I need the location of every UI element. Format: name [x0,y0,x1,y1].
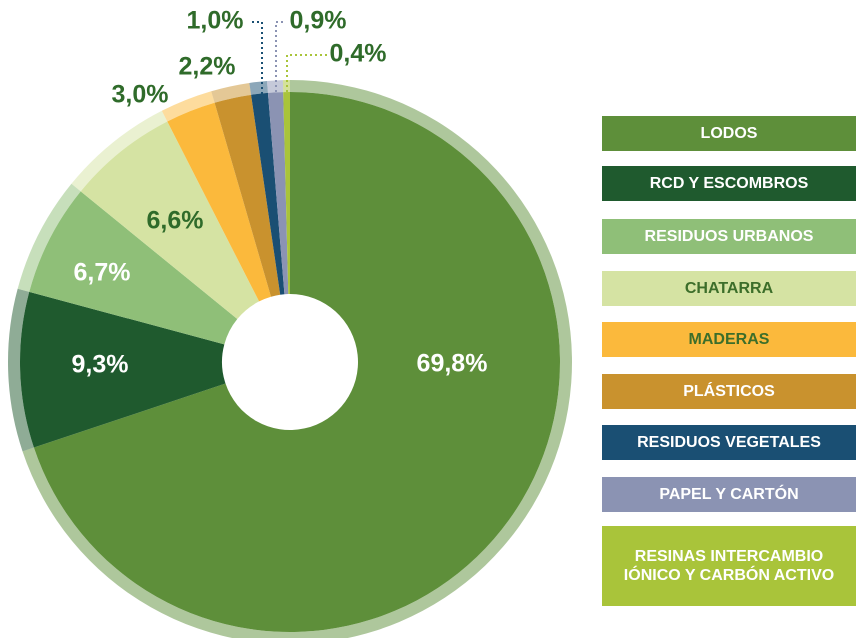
slice [29,191,238,345]
pie: 69,8% 9,3% 6,7% 6,6% 3,0% 2,2% 1,0% 0,9% 0,4% [7,7,572,638]
legend-entry: PAPEL Y CARTÓN [602,477,856,512]
slice [214,94,281,297]
slice-halo [249,80,268,95]
legend-entry: PLÁSTICOS [602,374,856,409]
data-label: 6,6% [147,207,204,235]
slice [167,102,272,302]
slice [251,92,285,295]
legend-entry: RESIDUOS URBANOS [602,219,856,254]
legend-entry: RESIDUOS VEGETALES [602,425,856,460]
slice-halo [17,183,81,292]
slice [267,92,289,295]
legend-entry: RESINAS INTERCAMBIO IÓNICO Y CARBÓN ACTI… [602,526,856,606]
data-label: 69,8% [417,350,488,378]
slice-halo [211,82,252,103]
legend-entry: CHATARRA [602,271,856,306]
slice [80,121,260,320]
data-label: 0,9% [290,7,347,35]
slice-halo [7,288,34,452]
leader-line [275,21,283,96]
legend-entry: MADERAS [602,322,856,357]
slice [19,291,226,448]
data-label: 1,0% [187,7,244,35]
slice-halo [71,110,168,192]
legend-entry: LODOS [602,116,856,151]
slice-halo [161,91,215,122]
legend-entry: RCD Y ESCOMBROS [602,166,856,201]
data-label: 2,2% [179,53,236,81]
slice [283,92,290,295]
data-label: 9,3% [72,351,129,379]
slice [33,92,560,633]
leader-lines [252,21,327,96]
leader-line [286,54,327,96]
data-label: 3,0% [112,81,169,109]
leader-line [252,21,263,96]
data-label: 6,7% [74,259,131,287]
data-label: 0,4% [330,40,387,68]
